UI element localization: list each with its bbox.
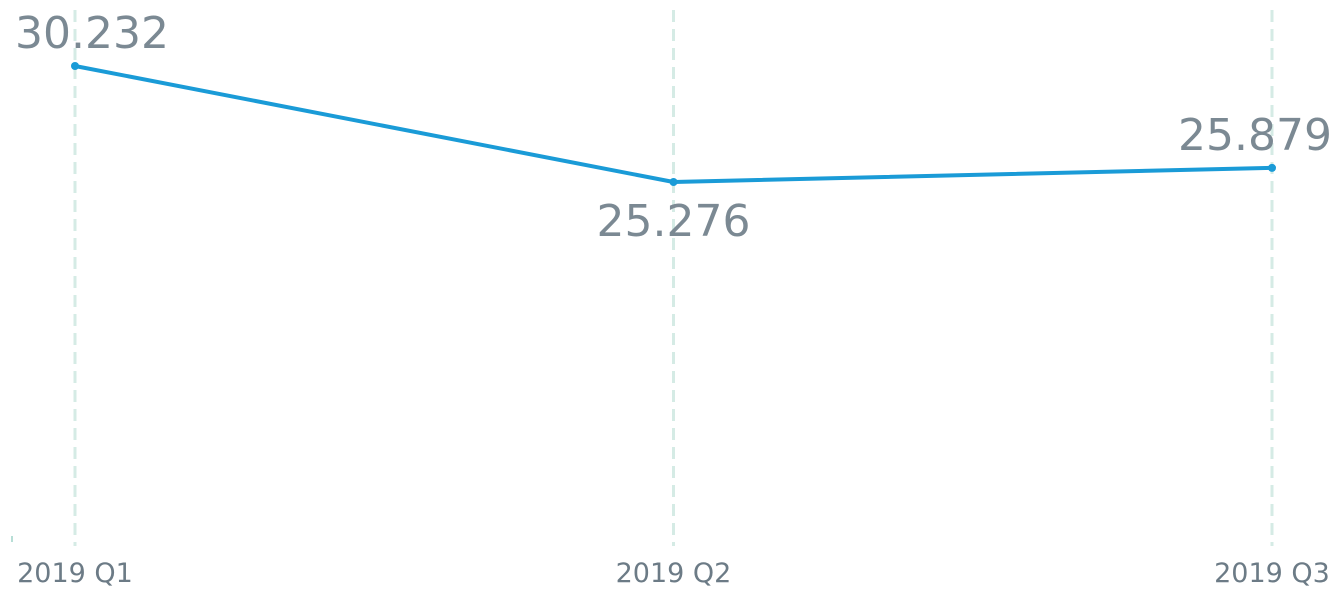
x-tick-label: 2019 Q1 bbox=[17, 558, 133, 589]
point bbox=[71, 62, 79, 70]
point bbox=[1268, 163, 1276, 172]
x-tick-label: 2019 Q2 bbox=[616, 558, 732, 589]
point bbox=[669, 178, 678, 186]
data-label: 25.276 bbox=[597, 196, 751, 247]
data-label: 25.879 bbox=[1178, 110, 1332, 161]
x-tick-label: 2019 Q3 bbox=[1214, 558, 1330, 589]
data-label: 30.232 bbox=[15, 8, 169, 59]
